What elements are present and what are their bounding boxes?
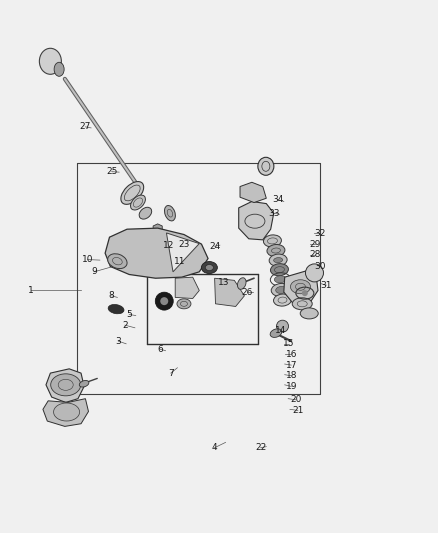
Text: 25: 25	[106, 167, 117, 176]
Polygon shape	[239, 201, 274, 240]
Text: 17: 17	[286, 361, 297, 369]
Ellipse shape	[269, 254, 287, 266]
Text: 12: 12	[163, 241, 174, 249]
Text: 33: 33	[268, 209, 279, 217]
Ellipse shape	[263, 235, 282, 247]
Polygon shape	[175, 277, 199, 298]
Polygon shape	[153, 224, 162, 232]
Ellipse shape	[54, 62, 64, 76]
Ellipse shape	[39, 49, 61, 74]
Circle shape	[160, 297, 168, 305]
Text: 3: 3	[115, 337, 121, 345]
Text: 26: 26	[242, 288, 253, 296]
Text: 21: 21	[292, 406, 304, 415]
Text: 31: 31	[321, 281, 332, 289]
Text: 16: 16	[286, 350, 297, 359]
Ellipse shape	[205, 264, 213, 271]
Polygon shape	[46, 369, 84, 402]
Text: 22: 22	[255, 443, 266, 452]
Circle shape	[155, 292, 173, 310]
Ellipse shape	[276, 286, 287, 294]
Circle shape	[302, 290, 308, 296]
Ellipse shape	[108, 254, 127, 269]
Ellipse shape	[274, 276, 286, 283]
Text: 11: 11	[174, 257, 185, 265]
Text: 9: 9	[91, 268, 97, 276]
Circle shape	[276, 320, 289, 332]
Text: 10: 10	[82, 255, 93, 264]
Text: 14: 14	[275, 326, 286, 335]
Ellipse shape	[270, 264, 289, 276]
Ellipse shape	[273, 294, 292, 306]
Polygon shape	[284, 271, 318, 303]
Text: 13: 13	[218, 278, 229, 287]
Ellipse shape	[51, 374, 81, 396]
Ellipse shape	[270, 329, 282, 337]
Text: 19: 19	[286, 382, 297, 391]
Text: 29: 29	[310, 240, 321, 248]
Ellipse shape	[139, 207, 152, 219]
Ellipse shape	[237, 278, 246, 289]
Text: 7: 7	[168, 369, 174, 377]
Ellipse shape	[290, 280, 311, 294]
Text: 28: 28	[310, 251, 321, 259]
Polygon shape	[166, 233, 199, 272]
Text: 32: 32	[314, 229, 325, 238]
Text: 24: 24	[209, 242, 220, 251]
Ellipse shape	[108, 304, 124, 314]
Polygon shape	[240, 182, 266, 203]
Text: 2: 2	[122, 321, 127, 329]
Ellipse shape	[292, 298, 312, 310]
Text: 5: 5	[126, 310, 132, 319]
Ellipse shape	[258, 157, 274, 175]
Text: 6: 6	[157, 345, 163, 353]
Ellipse shape	[165, 206, 175, 221]
Text: 27: 27	[80, 123, 91, 131]
Ellipse shape	[300, 308, 318, 319]
Ellipse shape	[267, 245, 285, 256]
Polygon shape	[105, 228, 208, 278]
Text: 20: 20	[290, 395, 301, 404]
Text: 4: 4	[212, 443, 217, 452]
Text: 8: 8	[109, 292, 115, 300]
Ellipse shape	[131, 195, 145, 210]
Text: 23: 23	[178, 240, 190, 248]
Ellipse shape	[121, 182, 144, 204]
Ellipse shape	[177, 299, 191, 309]
Text: 1: 1	[28, 286, 34, 295]
Ellipse shape	[201, 262, 217, 273]
Circle shape	[305, 264, 324, 282]
Text: 15: 15	[283, 340, 295, 348]
Polygon shape	[43, 399, 88, 426]
Text: 34: 34	[272, 196, 284, 204]
Ellipse shape	[271, 284, 291, 296]
Ellipse shape	[53, 403, 80, 421]
Text: 30: 30	[314, 262, 325, 271]
Ellipse shape	[79, 381, 89, 387]
Ellipse shape	[274, 257, 283, 263]
Text: 18: 18	[286, 372, 297, 380]
Polygon shape	[215, 278, 244, 306]
